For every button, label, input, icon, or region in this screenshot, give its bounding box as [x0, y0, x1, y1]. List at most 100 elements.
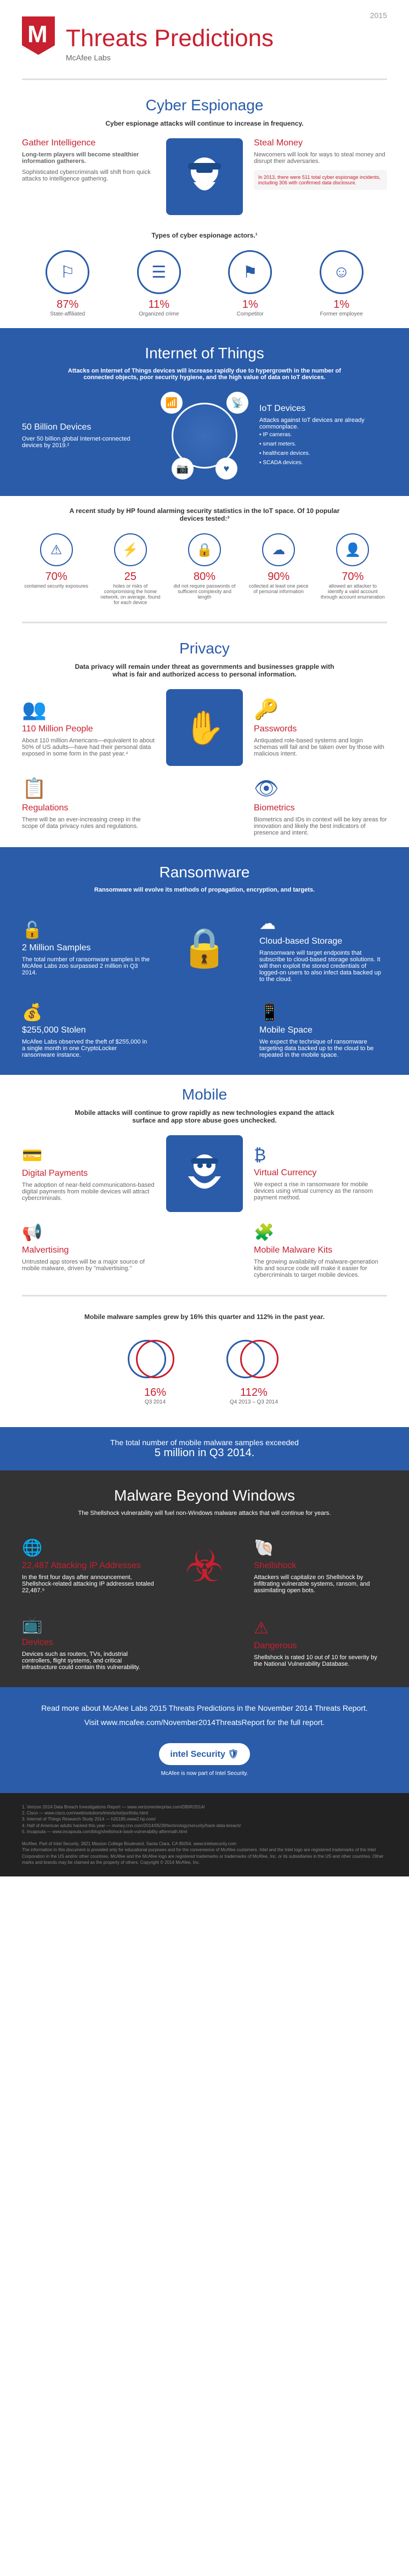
mobile-icon: ₿ — [254, 1146, 387, 1165]
fineprint: 1. Verizon 2014 Data Breach Investigatio… — [0, 1793, 409, 1876]
stat-val: 70% — [319, 571, 387, 583]
mobile-spy-icon — [166, 1135, 243, 1212]
priv-item-title: 110 Million People — [22, 724, 155, 734]
ransom-item-desc: Ransomware will target endpoints that su… — [259, 950, 387, 983]
mobile-item-desc: We expect a rise in ransomware for mobil… — [254, 1181, 387, 1201]
priv-icon: 👥 — [22, 698, 155, 721]
mobile-total-num: 5 million in Q3 2014. — [155, 1447, 254, 1459]
stat-txt: contained security exposures — [22, 583, 90, 589]
intel-security-logo: intel Security 🛡 — [159, 1743, 249, 1765]
ransom-sub: Ransomware will evolve its methods of pr… — [67, 887, 342, 893]
iot-study: A recent study by HP found alarming secu… — [0, 496, 409, 616]
iot-list-item: SCADA devices. — [259, 458, 387, 467]
stat-txt: collected at least one piece of personal… — [245, 583, 313, 594]
heart-icon: ♥ — [215, 458, 237, 480]
malware-item-desc: In the first four days after announcemen… — [22, 1574, 155, 1594]
mobile-icon: 🧩 — [254, 1223, 387, 1242]
malware-item-desc: Shellshock is rated 10 out of 10 for sev… — [254, 1654, 387, 1667]
mobile-item-desc: The growing availability of malware-gene… — [254, 1259, 387, 1278]
mcafee-logo-icon — [22, 16, 55, 55]
privacy-title: Privacy — [22, 640, 387, 657]
privacy-sub: Data privacy will remain under threat as… — [67, 663, 342, 678]
ransom-icon: 📱 — [259, 1003, 387, 1022]
iot-study-txt: A recent study by HP found alarming secu… — [67, 507, 342, 522]
growth-val: 16% — [128, 1386, 183, 1399]
page-subtitle: McAfee Labs — [66, 53, 387, 62]
ransom-icon: 🔓 — [22, 921, 150, 940]
actor-label: Former employee — [309, 311, 374, 317]
mobile-item-title: Mobile Malware Kits — [254, 1245, 387, 1255]
priv-item-desc: Antiquated role-based systems and login … — [254, 737, 387, 757]
iot-list-item: healthcare devices. — [259, 449, 387, 458]
growth-title: Mobile malware samples grew by 16% this … — [67, 1313, 342, 1321]
footer-line1: Read more about McAfee Labs 2015 Threats… — [22, 1704, 387, 1712]
footer-tagline: McAfee is now part of Intel Security. — [22, 1771, 387, 1777]
stat: 🔒 80%did not require passwords of suffici… — [170, 533, 238, 605]
iot-list-item: smart meters. — [259, 439, 387, 449]
mobile-item-title: Digital Payments — [22, 1169, 155, 1179]
gather-p1: Long-term players will become stealthier… — [22, 151, 155, 165]
mobile-icon: 📢 — [22, 1223, 155, 1242]
steal-note: In 2013, there were 511 total cyber espi… — [254, 170, 387, 190]
espionage-title: Cyber Espionage — [22, 97, 387, 114]
priv-item-desc: Biometrics and IDs in context will be ke… — [254, 816, 387, 836]
growth-item: 16%Q3 2014 — [128, 1332, 183, 1405]
actor: ☰ 11%Organized crime — [126, 250, 192, 317]
venn-icon — [226, 1332, 281, 1386]
stat-icon: ⚡ — [114, 533, 147, 566]
actor-icon: ☺ — [320, 250, 363, 294]
malware-item-title: Shellshock — [254, 1561, 387, 1571]
mobile-item-title: Virtual Currency — [254, 1168, 387, 1178]
section-ransomware: Ransomware Ransomware will evolve its me… — [0, 847, 409, 1075]
malware-icon: 🐚 — [254, 1538, 387, 1558]
actor: ⚐87%State-affiliated — [35, 250, 100, 317]
stat-icon: ⚠ — [40, 533, 73, 566]
stat-txt: allowed an attacker to identify a valid … — [319, 583, 387, 600]
malware-item-desc: Devices such as routers, TVs, industrial… — [22, 1651, 155, 1671]
camera-icon: 📷 — [172, 458, 194, 480]
actor-icon: ☰ — [137, 250, 181, 294]
actor: ⚑1%Competitor — [217, 250, 283, 317]
actor-pct: 87% — [35, 298, 100, 311]
iotdev-title: IoT Devices — [259, 404, 387, 414]
section-espionage: Cyber Espionage Cyber espionage attacks … — [0, 86, 409, 328]
divider — [22, 622, 387, 623]
biohazard-icon: ☣ — [166, 1527, 243, 1604]
malware-title: Malware Beyond Windows — [22, 1487, 387, 1504]
priv-item-desc: About 110 million Americans—equivalent t… — [22, 737, 155, 757]
stat-txt: did not require passwords of sufficient … — [170, 583, 238, 600]
actor-label: Organized crime — [126, 311, 192, 317]
signal-icon: 📡 — [226, 392, 248, 414]
gather-title: Gather Intelligence — [22, 138, 155, 148]
stat-icon: 🔒 — [188, 533, 221, 566]
malware-icon: 🌐 — [22, 1538, 155, 1558]
ransom-item-desc: The total number of ransomware samples i… — [22, 956, 150, 976]
growth-val: 112% — [226, 1386, 281, 1399]
divider — [22, 78, 387, 80]
header: 2015 Threats Predictions McAfee Labs — [0, 0, 409, 73]
actor-pct: 1% — [309, 298, 374, 311]
stat-val: 80% — [170, 571, 238, 583]
malware-icon: 📺 — [22, 1615, 155, 1634]
stat-icon: ☁ — [262, 533, 295, 566]
actor-pct: 11% — [126, 298, 192, 311]
ransom-icon: ☁ — [259, 914, 387, 933]
steal-p1: Newcomers will look for ways to steal mo… — [254, 151, 387, 165]
actor-pct: 1% — [217, 298, 283, 311]
malware-icon: ⚠ — [254, 1619, 387, 1638]
iot-title: Internet of Things — [22, 345, 387, 362]
actor-label: Competitor — [217, 311, 283, 317]
ransom-item-desc: McAfee Labs observed the theft of $255,0… — [22, 1039, 150, 1058]
actor-label: State-affiliated — [35, 311, 100, 317]
mobile-item-title: Malvertising — [22, 1245, 155, 1255]
priv-icon: 👁 — [254, 777, 387, 800]
stat: 👤70%allowed an attacker to identify a va… — [319, 533, 387, 605]
priv-item-title: Regulations — [22, 803, 155, 813]
mobile-sub: Mobile attacks will continue to grow rap… — [67, 1109, 342, 1124]
ransom-item-title: 2 Million Samples — [22, 943, 150, 953]
priv-icon: 📋 — [22, 777, 155, 800]
espionage-sub: Cyber espionage attacks will continue to… — [67, 120, 342, 127]
ransom-icon: 💰 — [22, 1003, 150, 1022]
ransom-item-title: $255,000 Stolen — [22, 1025, 150, 1035]
privacy-hand-icon: ✋ — [166, 689, 243, 766]
